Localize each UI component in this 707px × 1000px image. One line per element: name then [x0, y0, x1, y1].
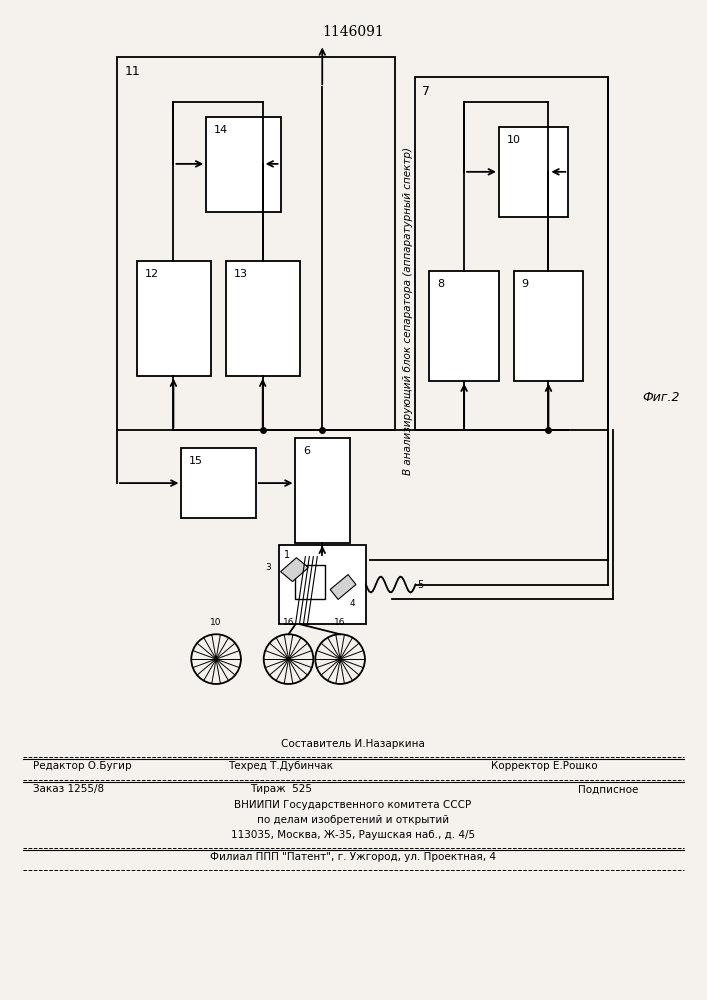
Text: 2: 2 [298, 567, 303, 576]
Text: ВНИИПИ Государственного комитета СССР: ВНИИПИ Государственного комитета СССР [235, 800, 472, 810]
Polygon shape [330, 575, 356, 599]
Text: 9: 9 [522, 279, 529, 289]
Bar [279, 545, 366, 624]
Bar [182, 448, 256, 518]
Bar [117, 57, 395, 430]
Text: Филиал ППП "Патент", г. Ужгород, ул. Проектная, 4: Филиал ППП "Патент", г. Ужгород, ул. Про… [210, 852, 496, 862]
Bar [429, 271, 499, 381]
Text: 8: 8 [438, 279, 445, 289]
Text: Тираж  525: Тираж 525 [250, 784, 312, 794]
Bar [136, 261, 211, 376]
Text: по делам изобретений и открытий: по делам изобретений и открытий [257, 815, 449, 825]
Text: 7: 7 [423, 85, 431, 98]
Bar [296, 438, 350, 543]
Text: 14: 14 [214, 125, 228, 135]
Polygon shape [281, 558, 308, 582]
Text: Техред Т.Дубинчак: Техред Т.Дубинчак [228, 761, 333, 771]
Text: 10: 10 [507, 135, 521, 145]
Text: 3: 3 [266, 563, 271, 572]
Bar [499, 127, 568, 217]
Text: 10: 10 [211, 618, 222, 627]
Text: 1146091: 1146091 [322, 25, 384, 39]
Bar [206, 117, 281, 212]
Text: 5: 5 [418, 580, 423, 590]
Text: Составитель И.Назаркина: Составитель И.Назаркина [281, 739, 425, 749]
Text: 16: 16 [283, 618, 294, 627]
Text: 4: 4 [350, 599, 356, 608]
Bar [226, 261, 300, 376]
Text: 15: 15 [189, 456, 204, 466]
Text: 1: 1 [284, 550, 290, 560]
Bar [414, 77, 608, 430]
Text: В анализирующий блок сепаратора (аппаратурный спектр): В анализирующий блок сепаратора (аппарат… [402, 147, 413, 475]
Text: Заказ 1255/8: Заказ 1255/8 [33, 784, 104, 794]
Text: Подписное: Подписное [578, 784, 638, 794]
Bar [296, 565, 325, 599]
Text: 6: 6 [303, 446, 310, 456]
Text: 12: 12 [145, 269, 159, 279]
Bar [514, 271, 583, 381]
Text: 13: 13 [234, 269, 248, 279]
Text: Фиг.2: Фиг.2 [643, 391, 680, 404]
Text: 11: 11 [125, 65, 141, 78]
Text: 16: 16 [334, 618, 346, 627]
Text: Редактор О.Бугир: Редактор О.Бугир [33, 761, 132, 771]
Text: Корректор Е.Рошко: Корректор Е.Рошко [491, 761, 598, 771]
Text: 113035, Москва, Ж-35, Раушская наб., д. 4/5: 113035, Москва, Ж-35, Раушская наб., д. … [231, 830, 475, 840]
